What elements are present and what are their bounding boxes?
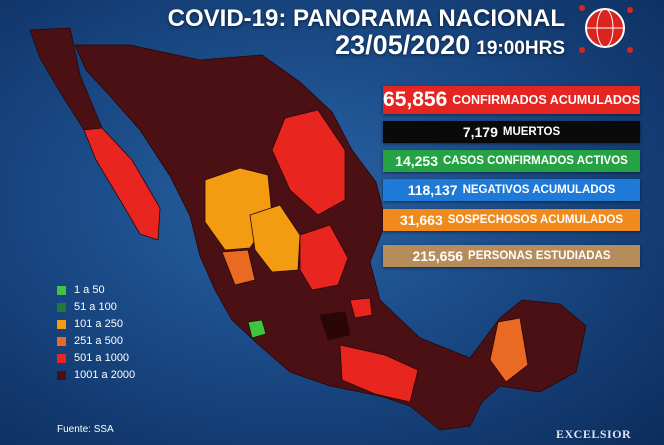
stat-bar: 7,179 MUERTOS [383,121,640,143]
stat-number: 14,253 [395,153,438,169]
legend-swatch [57,370,66,380]
stat-bar: 118,137 NEGATIVOS ACUMULADOS [383,179,640,201]
date: 23/05/2020 [335,30,471,60]
stat-number: 65,856 [383,88,448,111]
legend-swatch [57,353,66,363]
title: COVID-19: PANORAMA NACIONAL [167,5,565,32]
stat-number: 7,179 [462,124,498,140]
stat-bar: 65,856 CONFIRMADOS ACUMULADOS [383,86,640,114]
legend-item: 1 a 50 [57,283,105,297]
state [221,249,256,286]
time: 19:00HRS [476,38,565,59]
legend-label: 51 a 100 [74,301,117,313]
state [489,317,529,383]
legend-label: 1001 a 2000 [74,369,136,381]
legend-item: 1001 a 2000 [57,368,135,382]
legend-item: 501 a 1000 [57,351,129,365]
state [249,204,301,273]
legend-item: 101 a 250 [57,317,123,331]
stat-label: SOSPECHOSOS ACUMULADOS [447,214,624,226]
stat-number: 215,656 [412,248,464,264]
stat-label: CASOS CONFIRMADOS ACTIVOS [442,155,628,167]
state [247,319,267,339]
stat-number: 118,137 [407,182,458,198]
stat-label: PERSONAS ESTUDIADAS [468,250,611,262]
state [29,27,103,131]
state [319,311,351,341]
globe-icon [579,5,633,53]
state [299,224,349,291]
legend-swatch [57,336,66,346]
stat-label: NEGATIVOS ACUMULADOS [462,184,616,196]
stat-bar: 14,253 CASOS CONFIRMADOS ACTIVOS [383,150,640,172]
stat-label: MUERTOS [502,126,561,138]
legend-label: 101 a 250 [74,318,123,330]
mexico-map [29,27,587,431]
legend-swatch [57,302,66,312]
brand: EXCELSIOR [556,427,632,441]
stat-bar: 31,663 SOSPECHOSOS ACUMULADOS [383,209,640,231]
state [271,109,346,216]
legend-swatch [57,285,66,295]
state [339,344,419,403]
stat-number: 31,663 [399,212,443,228]
state [83,127,161,241]
legend-label: 501 a 1000 [74,352,130,364]
legend-label: 1 a 50 [74,284,105,296]
legend-label: 251 a 500 [74,335,123,347]
legend-item: 251 a 500 [57,334,123,348]
source: Fuente: SSA [57,424,114,435]
date-line: 23/05/2020 19:00HRS [150,30,565,61]
legend-swatch [57,319,66,329]
legend-item: 51 a 100 [57,300,117,314]
stat-bar: 215,656 PERSONAS ESTUDIADAS [383,245,640,267]
state [349,297,373,319]
stat-label: CONFIRMADOS ACUMULADOS [452,93,640,107]
